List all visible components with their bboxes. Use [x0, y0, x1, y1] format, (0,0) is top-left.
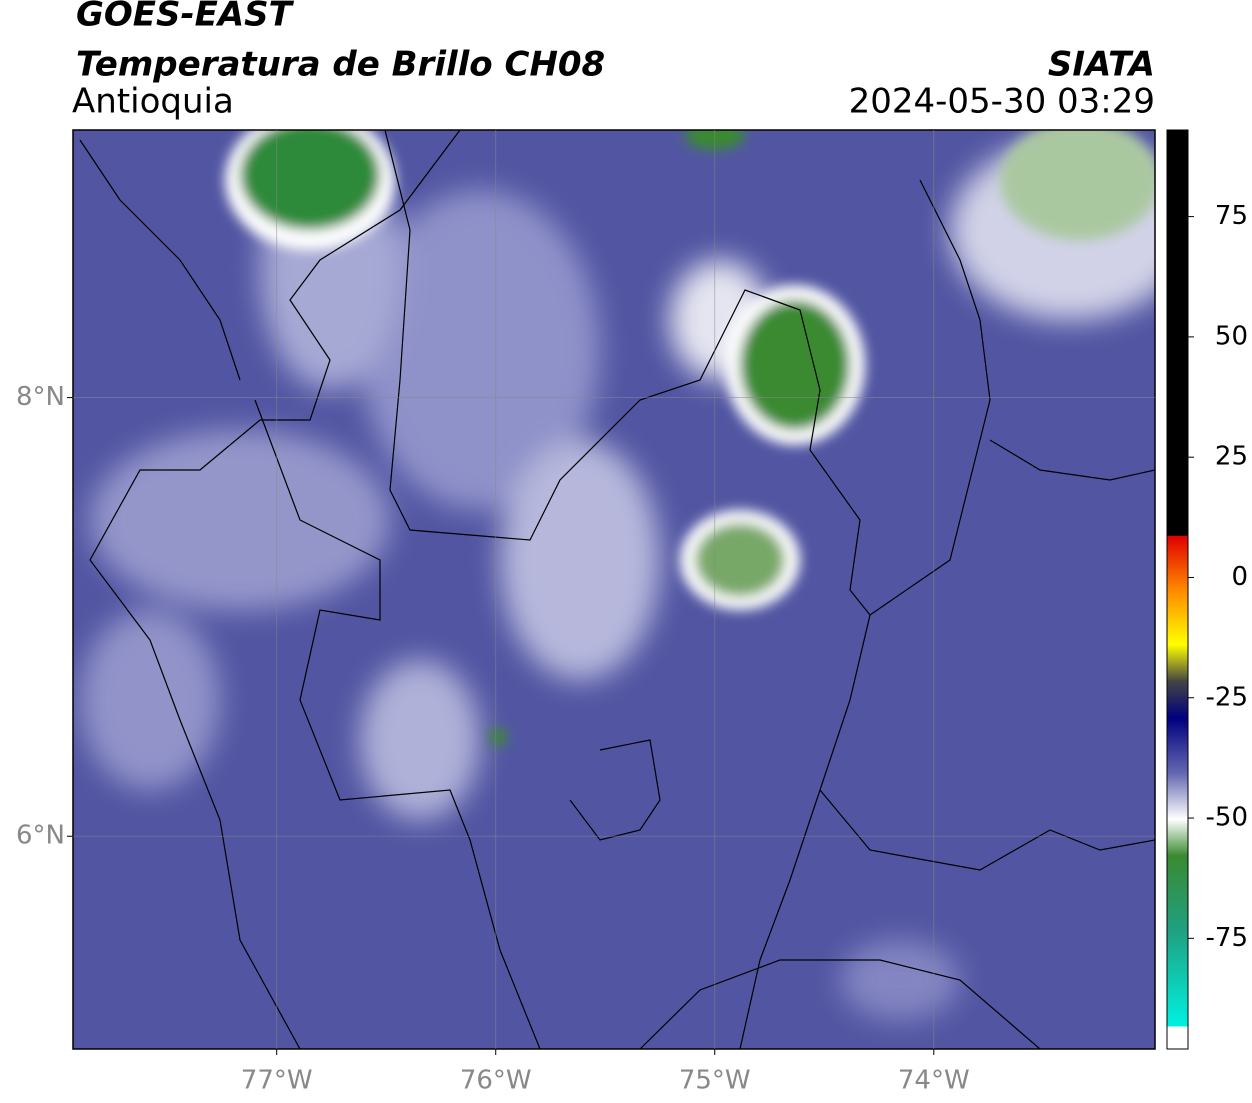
- colorbar-tick-label: 25: [1215, 442, 1248, 472]
- lon-tick-label: 74°W: [898, 1066, 970, 1096]
- colorbar-tick-label: -75: [1206, 923, 1248, 953]
- product: Temperatura de Brillo CH08: [76, 45, 605, 85]
- lat-tick-label: 6°N: [16, 821, 65, 851]
- colorbar: [1166, 129, 1189, 1050]
- colorbar-tick-label: -50: [1206, 803, 1248, 833]
- colorbar-tick-label: -25: [1206, 682, 1248, 712]
- datetime: 2024-05-30 03:29: [849, 82, 1155, 122]
- lat-tick-label: 8°N: [16, 382, 65, 412]
- lon-tick-label: 75°W: [679, 1066, 751, 1096]
- map: [73, 130, 1155, 1049]
- colorbar-tick-label: 75: [1215, 201, 1248, 231]
- satellite: GOES-EAST: [76, 0, 295, 35]
- lon-tick-label: 76°W: [460, 1066, 532, 1096]
- map-frame: [72, 129, 1156, 1050]
- source: SIATA: [1048, 45, 1155, 85]
- region: Antioquia: [72, 82, 234, 122]
- colorbar-tick-label: 0: [1231, 562, 1248, 592]
- lon-tick-label: 77°W: [241, 1066, 313, 1096]
- colorbar-tick-label: 50: [1215, 321, 1248, 351]
